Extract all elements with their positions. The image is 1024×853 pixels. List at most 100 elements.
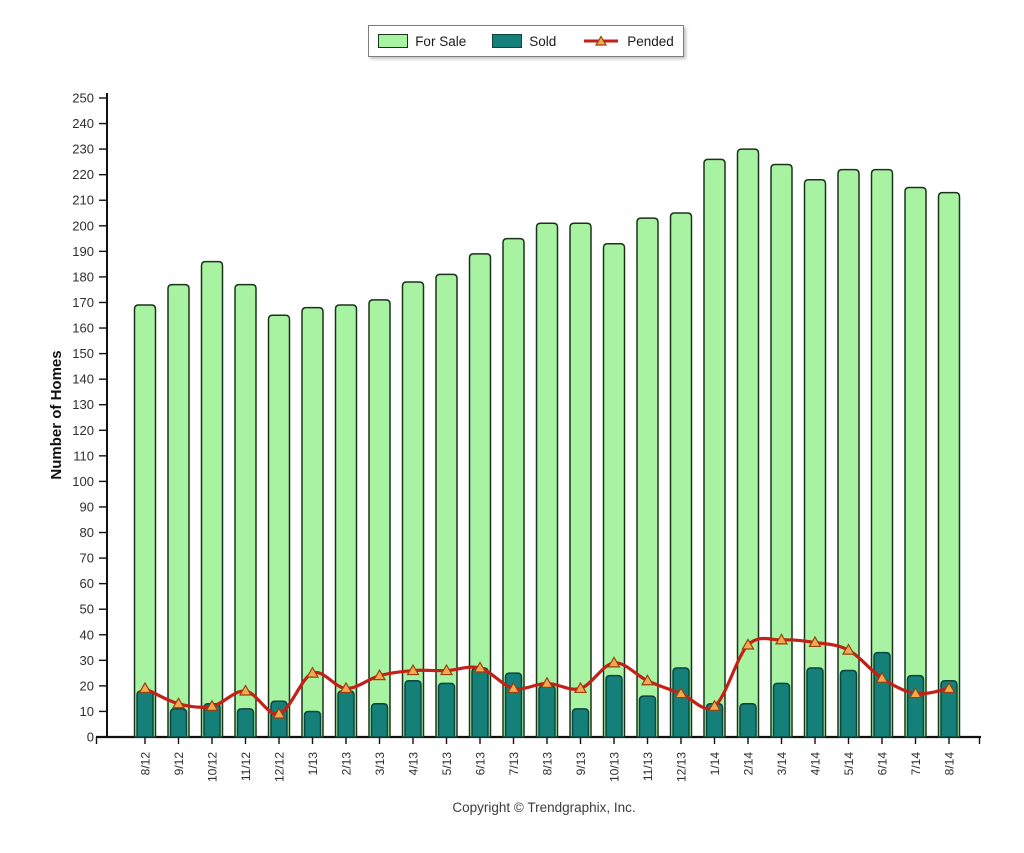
x-tick-label: 5/13 — [440, 752, 454, 776]
pended-marker — [272, 707, 286, 719]
pended-marker — [372, 668, 387, 681]
x-tick-label: 6/14 — [876, 752, 890, 776]
y-tick-label: 120 — [72, 423, 94, 438]
pended-marker — [875, 671, 889, 683]
bar-sold — [906, 674, 925, 738]
x-tick-label: 2/14 — [742, 752, 756, 776]
x-tick-label: 12/13 — [675, 752, 689, 782]
x-tick-label: 3/13 — [373, 752, 387, 776]
legend-label-for-sale: For Sale — [415, 33, 467, 49]
pended-marker — [238, 684, 253, 696]
pended-marker — [138, 681, 152, 694]
legend-label-sold: Sold — [529, 33, 557, 49]
y-axis-title: Number of Homes — [48, 350, 65, 480]
bar-for-sale — [301, 306, 324, 738]
bar-for-sale — [803, 179, 827, 738]
pended-marker — [305, 666, 320, 678]
x-tick-label: 9/13 — [574, 752, 588, 776]
legend-label-pended: Pended — [627, 33, 674, 49]
x-tick-label: 11/12 — [239, 752, 253, 781]
x-tick-label: 10/13 — [608, 752, 622, 782]
bar-sold — [940, 680, 958, 738]
bar-sold — [605, 674, 623, 738]
bar-for-sale — [267, 314, 291, 738]
y-tick-label: 50 — [80, 602, 94, 617]
bar-for-sale — [200, 260, 224, 738]
y-tick-label: 250 — [72, 91, 94, 106]
bar-for-sale — [837, 168, 860, 738]
bar-sold — [471, 667, 489, 738]
bar-for-sale — [569, 222, 592, 738]
x-tick-label: 5/14 — [842, 752, 856, 776]
bar-sold — [672, 667, 690, 738]
bar-for-sale — [435, 273, 458, 738]
bar-for-sale — [770, 163, 793, 738]
y-tick-label: 60 — [80, 576, 94, 591]
bar-for-sale — [468, 253, 492, 738]
legend: For Sale Sold Pended — [368, 25, 684, 57]
x-tick-label: 3/14 — [775, 752, 789, 776]
bar-for-sale — [602, 242, 626, 738]
for-sale-swatch — [378, 34, 409, 48]
bar-sold — [437, 682, 456, 738]
bar-for-sale — [636, 217, 659, 738]
pended-marker — [339, 681, 353, 694]
x-tick-label: 7/14 — [909, 752, 923, 776]
bar-sold — [337, 690, 355, 738]
bar-for-sale — [669, 212, 693, 738]
bar-sold — [772, 682, 791, 738]
x-tick-label: 10/12 — [206, 752, 220, 782]
pended-marker — [774, 633, 789, 645]
x-tick-label: 9/12 — [172, 752, 186, 776]
x-tick-label: 8/13 — [541, 752, 555, 776]
y-tick-label: 230 — [72, 142, 94, 157]
bar-for-sale — [334, 304, 358, 738]
y-tick-label: 190 — [72, 244, 94, 259]
bar-for-sale — [167, 283, 190, 738]
bar-for-sale — [937, 191, 961, 738]
bar-sold — [169, 708, 188, 738]
y-tick-label: 200 — [72, 218, 94, 233]
pended-marker — [942, 681, 956, 694]
pended-marker — [540, 676, 554, 688]
bar-sold — [638, 695, 657, 738]
bar-sold — [370, 703, 389, 738]
pended-marker — [506, 681, 521, 694]
bar-sold — [739, 703, 757, 738]
y-tick-label: 40 — [80, 627, 94, 642]
y-tick-label: 140 — [72, 372, 94, 387]
y-tick-label: 10 — [80, 704, 94, 719]
pended-marker — [439, 663, 454, 676]
pended-marker — [841, 643, 856, 655]
x-tick-label: 1/13 — [306, 752, 320, 776]
pended-marker — [406, 663, 420, 676]
pended-marker — [908, 686, 923, 699]
bar-sold — [136, 690, 154, 738]
bar-sold — [236, 708, 255, 738]
pended-marker — [640, 674, 655, 686]
bar-sold — [806, 667, 824, 738]
bar-for-sale — [368, 299, 391, 738]
bar-for-sale — [703, 158, 726, 738]
pended-marker — [607, 656, 621, 668]
x-tick-label: 8/12 — [139, 752, 153, 776]
x-tick-label: 11/13 — [641, 752, 655, 781]
y-tick-label: 210 — [72, 193, 94, 208]
bar-for-sale — [736, 148, 760, 738]
pended-marker — [674, 686, 688, 699]
bar-sold — [839, 669, 858, 738]
sold-swatch — [492, 34, 523, 48]
pended-line-swatch — [584, 35, 619, 46]
y-tick-label: 30 — [80, 653, 94, 668]
y-tick-label: 90 — [80, 499, 94, 514]
pended-marker — [205, 699, 219, 711]
bar-sold — [571, 708, 590, 738]
bar-for-sale — [133, 304, 157, 738]
legend-item-for-sale: For Sale — [378, 34, 466, 49]
bar-for-sale — [401, 281, 425, 738]
bar-for-sale — [904, 186, 927, 738]
y-tick-label: 100 — [72, 474, 94, 489]
bar-sold — [270, 700, 288, 738]
y-tick-label: 160 — [72, 321, 94, 336]
